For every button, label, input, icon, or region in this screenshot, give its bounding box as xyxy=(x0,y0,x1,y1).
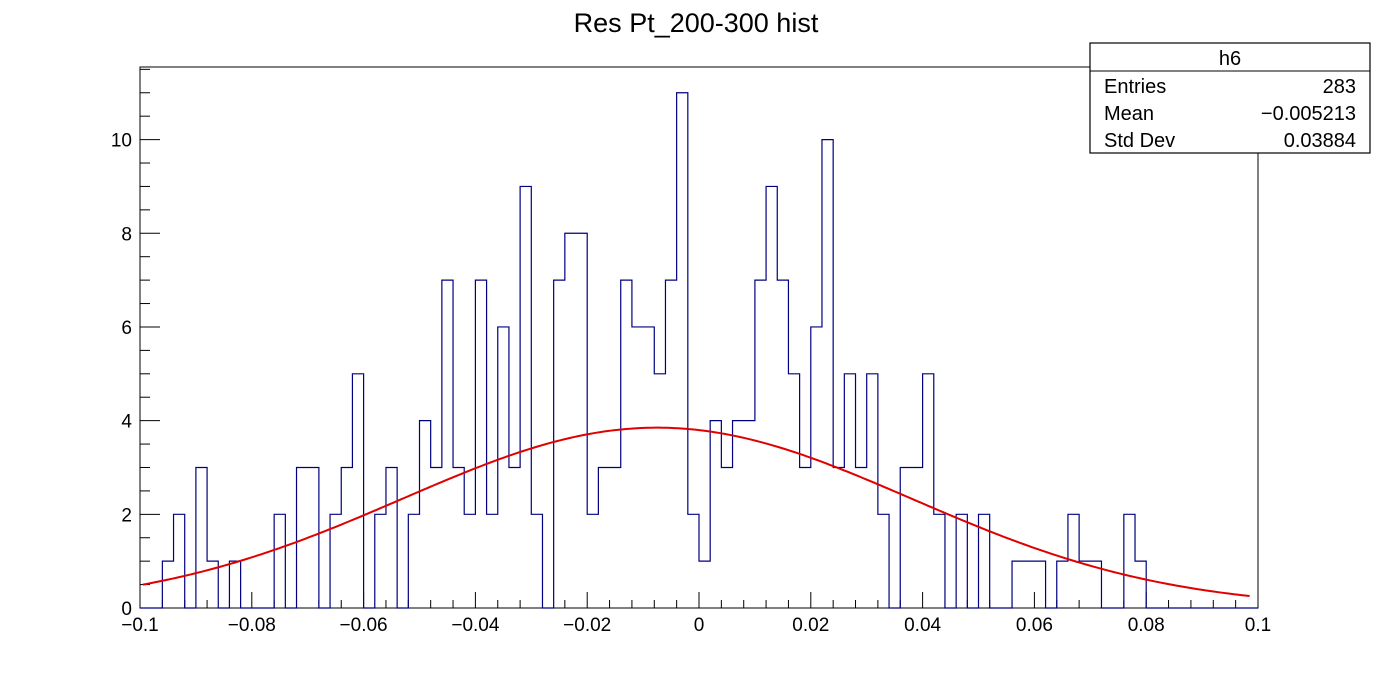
stats-box-title: h6 xyxy=(1219,48,1241,70)
stats-stddev-label: Std Dev xyxy=(1104,130,1175,152)
x-tick-label: 0.02 xyxy=(792,615,829,636)
y-tick-label: 8 xyxy=(121,224,132,245)
stats-mean-value: −0.005213 xyxy=(1261,103,1356,125)
stats-mean-label: Mean xyxy=(1104,103,1154,125)
y-tick-label: 4 xyxy=(121,412,132,433)
x-tick-label: −0.06 xyxy=(340,615,388,636)
gaussian-fit-curve xyxy=(142,426,1250,598)
stats-box-frame xyxy=(1089,42,1371,154)
x-tick-label: 0.04 xyxy=(904,615,941,636)
stats-box: h6 Entries 283 Mean −0.005213 Std Dev 0.… xyxy=(1089,42,1371,154)
y-tick-labels: 0 2 4 6 8 10 xyxy=(111,131,133,620)
x-tick-label: −0.04 xyxy=(451,615,500,636)
y-tick-label: 6 xyxy=(121,318,132,339)
x-tick-label: 0.1 xyxy=(1245,615,1271,636)
x-tick-labels: −0.1 −0.08 −0.06 −0.04 −0.02 0 0.02 0.04 0.06 0.0… xyxy=(121,615,1271,636)
x-tick-label: −0.1 xyxy=(121,615,159,636)
histogram-series xyxy=(140,92,1258,609)
y-tick-label: 10 xyxy=(111,131,132,152)
chart-title: Res Pt_200-300 hist xyxy=(574,8,819,38)
y-tick-label: 0 xyxy=(121,599,132,620)
y-tick-label: 2 xyxy=(121,505,132,526)
stats-entries-label: Entries xyxy=(1104,76,1166,98)
x-tick-label: 0.08 xyxy=(1128,615,1165,636)
stats-stddev-value: 0.03884 xyxy=(1284,130,1356,152)
x-tick-label: 0.06 xyxy=(1016,615,1053,636)
stats-entries-value: 283 xyxy=(1323,76,1356,98)
x-tick-label: −0.08 xyxy=(228,615,276,636)
x-tick-label: −0.02 xyxy=(563,615,611,636)
x-tick-label: 0 xyxy=(694,615,705,636)
